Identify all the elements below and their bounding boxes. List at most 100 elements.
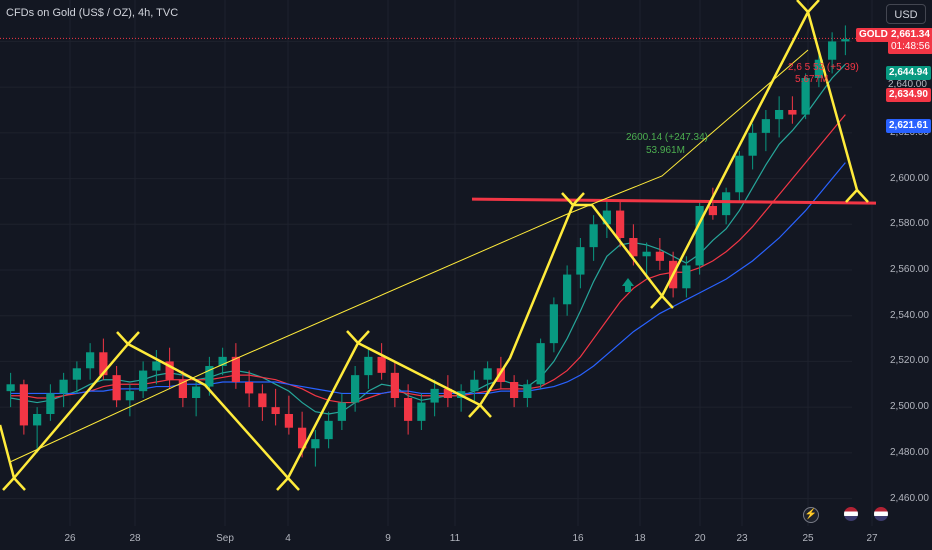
candle (761, 110, 770, 152)
candle-body (351, 375, 360, 403)
candle-body (549, 304, 558, 344)
candle (801, 73, 810, 120)
time-axis-label: 20 (694, 533, 706, 544)
time-axis-label: 27 (866, 533, 878, 544)
candle (748, 123, 757, 170)
candle-body (536, 343, 545, 385)
drawing-annotations (0, 0, 877, 491)
candle-body (629, 238, 638, 257)
ma-fast-price-tag: 2,644.94 (886, 66, 931, 80)
candle (722, 187, 731, 225)
candle (510, 375, 519, 408)
time-axis-label: 4 (285, 533, 291, 544)
candle (775, 96, 784, 138)
candle (165, 347, 174, 389)
event-lightning-icon[interactable]: ⚡ (803, 507, 819, 523)
price-axis-label: 2,540.00 (890, 309, 929, 321)
candle-body (430, 388, 439, 403)
candle-body (324, 420, 333, 440)
candle-body (841, 39, 850, 42)
candle-body (775, 110, 784, 120)
candle (814, 50, 823, 88)
moving-average-line (10, 63, 846, 415)
candle (72, 361, 81, 394)
candle-body (470, 379, 479, 392)
price-axis-label: 2,500.00 (890, 401, 929, 413)
candle (841, 25, 850, 56)
candle-body (523, 384, 532, 398)
candle (337, 393, 346, 430)
arrow-head (845, 188, 869, 203)
moving-average-line (10, 162, 846, 395)
candle (59, 372, 68, 408)
candle (33, 407, 42, 453)
candle (523, 379, 532, 408)
arrow-head (561, 192, 585, 207)
candle (576, 238, 585, 289)
candle-body (655, 251, 664, 261)
candle-body (125, 391, 134, 401)
candle (6, 372, 15, 408)
candle (602, 201, 611, 238)
us-economic-event-icon[interactable] (874, 507, 888, 521)
candle (46, 384, 55, 421)
candle (311, 430, 320, 467)
time-axis-label: 11 (449, 533, 461, 544)
candle (828, 32, 837, 74)
candle (682, 256, 691, 298)
candle (695, 201, 704, 275)
candle-body (19, 384, 28, 426)
moving-averages (10, 63, 846, 415)
time-axis-label: 23 (736, 533, 748, 544)
candle-body (59, 379, 68, 394)
candle-body (589, 224, 598, 248)
candle-body (828, 41, 837, 60)
time-axis-label: 16 (572, 533, 584, 544)
candle (139, 361, 148, 398)
candle-body (682, 265, 691, 289)
arrow-head (116, 331, 140, 346)
arrow-head (796, 0, 820, 14)
candle (708, 187, 717, 220)
candle-body (443, 388, 452, 398)
candle-body (602, 210, 611, 225)
candle (549, 297, 558, 353)
candle-body (788, 110, 797, 115)
candle-body (510, 382, 519, 398)
candle (417, 393, 426, 430)
us-economic-event-icon[interactable] (844, 507, 858, 521)
arrow-head (468, 403, 492, 418)
candle (19, 379, 28, 435)
candle-body (390, 372, 399, 398)
time-axis-label: 28 (129, 533, 141, 544)
arrow-head (276, 476, 300, 491)
range-annotation-mid-volume: 53.961M (646, 145, 685, 156)
candle-body (205, 366, 214, 387)
price-axis-label: 2,580.00 (890, 218, 929, 230)
currency-selector[interactable]: USD (886, 4, 926, 24)
price-axis-label: 2,600.00 (890, 172, 929, 184)
candle (563, 265, 572, 316)
candle (245, 370, 254, 408)
chart-title: CFDs on Gold (US$ / OZ), 4h, TVC (6, 7, 179, 19)
last-price-tag: 2,661.34 (888, 28, 932, 42)
range-annotation-top-volume: 5.677M (795, 74, 829, 85)
ma-mid-price-tag: 2,634.90 (886, 88, 931, 102)
candle (231, 343, 240, 389)
candle-body (311, 439, 320, 449)
candle-body (642, 251, 651, 257)
candle-body (616, 210, 625, 238)
candle (443, 375, 452, 408)
candle-body (814, 59, 823, 78)
candle-body (404, 398, 413, 421)
candle-body (695, 206, 704, 266)
candle (324, 411, 333, 449)
time-axis-label: 9 (385, 533, 391, 544)
arrow-head (2, 476, 26, 491)
candle-body (761, 119, 770, 133)
moving-average-line (10, 114, 846, 404)
arrow-head (650, 294, 674, 309)
candle (642, 242, 651, 280)
price-axis-overlap-label: 2,640.00 (888, 79, 927, 90)
